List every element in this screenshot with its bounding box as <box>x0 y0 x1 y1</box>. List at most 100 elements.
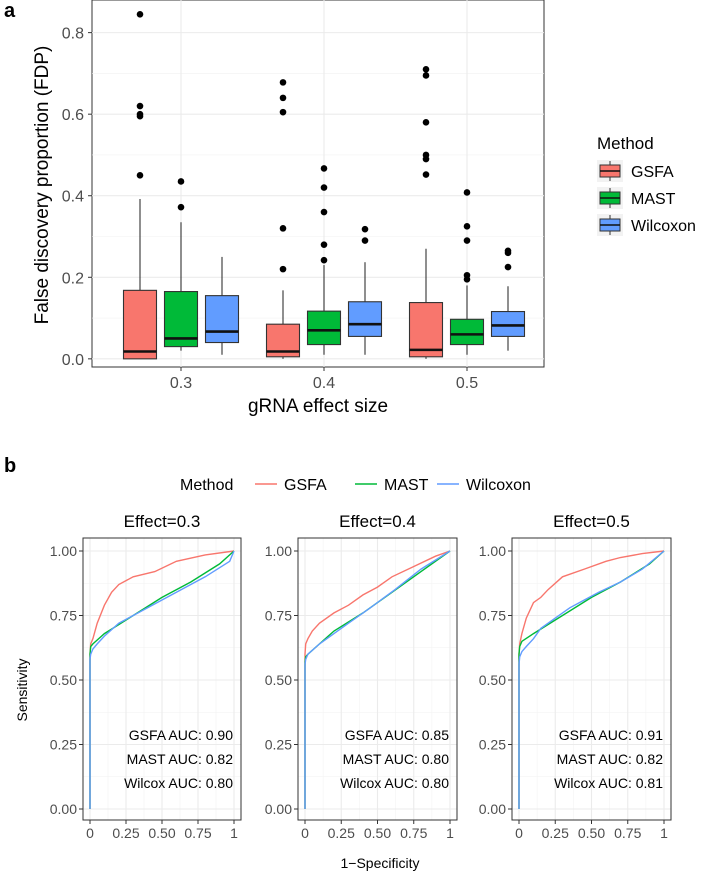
panel-a-y-tick-label: 0.4 <box>62 189 84 206</box>
outlier-point <box>422 119 430 126</box>
facet-x-tick-label: 1 <box>660 825 668 841</box>
roc-curve-gsfa <box>304 550 451 809</box>
panel-b-y-axis-title: Sensitivity <box>14 658 30 721</box>
facet-y-tick-label: 0.50 <box>50 672 77 688</box>
panel-a-boxplot: 0.0 0.2 0.4 0.6 0.8 0.3 0.4 0.5 gRNA effect si… <box>32 0 696 417</box>
facet-x-tick-label: 0.75 <box>614 825 641 841</box>
facet-x-tick-label: 1 <box>230 825 238 841</box>
panel-a-y-axis: 0.0 0.2 0.4 0.6 0.8 <box>62 26 92 369</box>
outlier-point <box>463 223 471 230</box>
outlier-point <box>463 237 471 244</box>
outlier-point <box>422 72 430 79</box>
outlier-point <box>463 276 471 283</box>
facet-x-tick-label: 0.75 <box>184 825 211 841</box>
facet-effect-4: Effect=0.4 GSFA AUC: 0.85 MAST AUC: 0.80 Wi… <box>265 512 458 841</box>
auc-label: MAST AUC: 0.80 <box>343 751 450 767</box>
panel-a-box-mast-0.3 <box>163 178 199 351</box>
facet-y-tick-label: 0.75 <box>50 608 77 624</box>
outlier-point <box>320 208 328 216</box>
outlier-point <box>279 265 287 273</box>
facet-x-tick-label: 0.75 <box>400 825 427 841</box>
facet-title: Effect=0.3 <box>124 512 201 531</box>
facet-x-tick-label: 0 <box>515 825 523 841</box>
panel-a-boxes <box>122 10 526 360</box>
facet-effect-3: Effect=0.3 GSFA AUC: 0.90 MAST AUC: 0.82 Wi… <box>50 512 242 841</box>
outlier-point <box>320 184 328 191</box>
outlier-point <box>136 112 144 120</box>
facet-y-tick-label: 0.25 <box>265 737 292 753</box>
panel-a-x-axis-title: gRNA effect size <box>248 396 388 417</box>
facet-y-tick-label: 0.50 <box>479 672 506 688</box>
panel-b-label: b <box>4 455 16 477</box>
panel-a-box-mast-0.4 <box>306 165 342 355</box>
legend-label-wilcoxon: Wilcoxon <box>631 218 696 235</box>
panel-b-legend-title: Method <box>180 477 233 494</box>
panel-a-box-wilcoxon-0.4 <box>347 225 383 355</box>
auc-label: Wilcox AUC: 0.80 <box>340 775 449 791</box>
panel-a-box-gsfa-0.3 <box>122 10 158 360</box>
panel-a-x-axis: 0.3 0.4 0.5 <box>170 367 478 392</box>
panel-a-box-gsfa-0.5 <box>408 66 444 359</box>
panel-a-y-tick-label: 0.0 <box>62 352 84 369</box>
roc-curve-gsfa <box>518 550 665 809</box>
panel-a-y-axis-title: False discovery proportion (FDP) <box>32 46 53 325</box>
box-iqr <box>347 301 383 337</box>
outlier-point <box>361 225 369 233</box>
facet-y-tick-label: 0.00 <box>50 801 77 817</box>
auc-label: Wilcox AUC: 0.81 <box>554 775 663 791</box>
facet-y-tick-label: 0.75 <box>479 608 506 624</box>
auc-label: GSFA AUC: 0.91 <box>559 727 663 743</box>
outlier-point <box>504 263 512 271</box>
facet-effect-5: Effect=0.5 GSFA AUC: 0.91 MAST AUC: 0.82 Wi… <box>479 512 672 841</box>
facet-title: Effect=0.4 <box>339 512 416 531</box>
facet-x-tick-label: 0.25 <box>542 825 569 841</box>
roc-curve-wilcoxon <box>304 550 451 809</box>
outlier-point <box>320 256 328 264</box>
auc-label: MAST AUC: 0.82 <box>127 751 234 767</box>
outlier-point <box>504 249 512 257</box>
auc-label: MAST AUC: 0.82 <box>557 751 664 767</box>
facet-y-tick-label: 0.75 <box>265 608 292 624</box>
facet-y-tick-label: 0.50 <box>265 672 292 688</box>
facet-x-tick-label: 0 <box>86 825 94 841</box>
box-iqr <box>204 295 240 344</box>
outlier-point <box>279 79 287 86</box>
box-iqr <box>449 318 485 346</box>
outlier-point <box>320 165 328 172</box>
outlier-point <box>422 155 430 163</box>
facet-y-tick-label: 0.00 <box>265 801 292 817</box>
box-iqr <box>490 310 526 337</box>
facet-x-tick-label: 0.50 <box>364 825 391 841</box>
facet-y-tick-label: 0.25 <box>479 737 506 753</box>
auc-label: GSFA AUC: 0.85 <box>345 727 449 743</box>
panel-b-roc: Method GSFA MAST Wilcoxon Effect=0.3 GSFA A… <box>14 477 672 871</box>
outlier-point <box>361 237 369 244</box>
roc-curve-mast <box>89 550 235 809</box>
box-iqr <box>306 310 342 346</box>
panel-a-label: a <box>4 0 16 22</box>
panel-a-x-tick-label: 0.3 <box>170 375 192 392</box>
auc-label: Wilcox AUC: 0.80 <box>124 775 233 791</box>
outlier-point <box>136 102 144 110</box>
panel-a-y-tick-label: 0.2 <box>62 270 84 287</box>
outlier-point <box>136 10 144 18</box>
panel-a-x-tick-label: 0.5 <box>456 375 478 392</box>
auc-label: GSFA AUC: 0.90 <box>129 727 233 743</box>
facet-x-tick-label: 1 <box>446 825 454 841</box>
outlier-point <box>463 189 471 196</box>
outlier-point <box>279 225 287 232</box>
facet-y-tick-label: 1.00 <box>50 543 77 559</box>
legend-label-gsfa: GSFA <box>631 164 674 181</box>
legend-label-mast: MAST <box>631 191 676 208</box>
panel-a-box-wilcoxon-0.3 <box>204 256 240 355</box>
panel-a-legend: Method GSFA MAST Wilcoxon <box>597 134 696 236</box>
facet-title: Effect=0.5 <box>553 512 630 531</box>
legend-label-wilcoxon: Wilcoxon <box>466 477 531 494</box>
panel-a-x-tick-label: 0.4 <box>313 375 335 392</box>
facet-y-tick-label: 0.25 <box>50 737 77 753</box>
roc-curve-gsfa <box>89 550 235 809</box>
facet-x-tick-label: 0 <box>301 825 309 841</box>
outlier-point <box>177 203 185 211</box>
facet-y-tick-label: 0.00 <box>479 801 506 817</box>
